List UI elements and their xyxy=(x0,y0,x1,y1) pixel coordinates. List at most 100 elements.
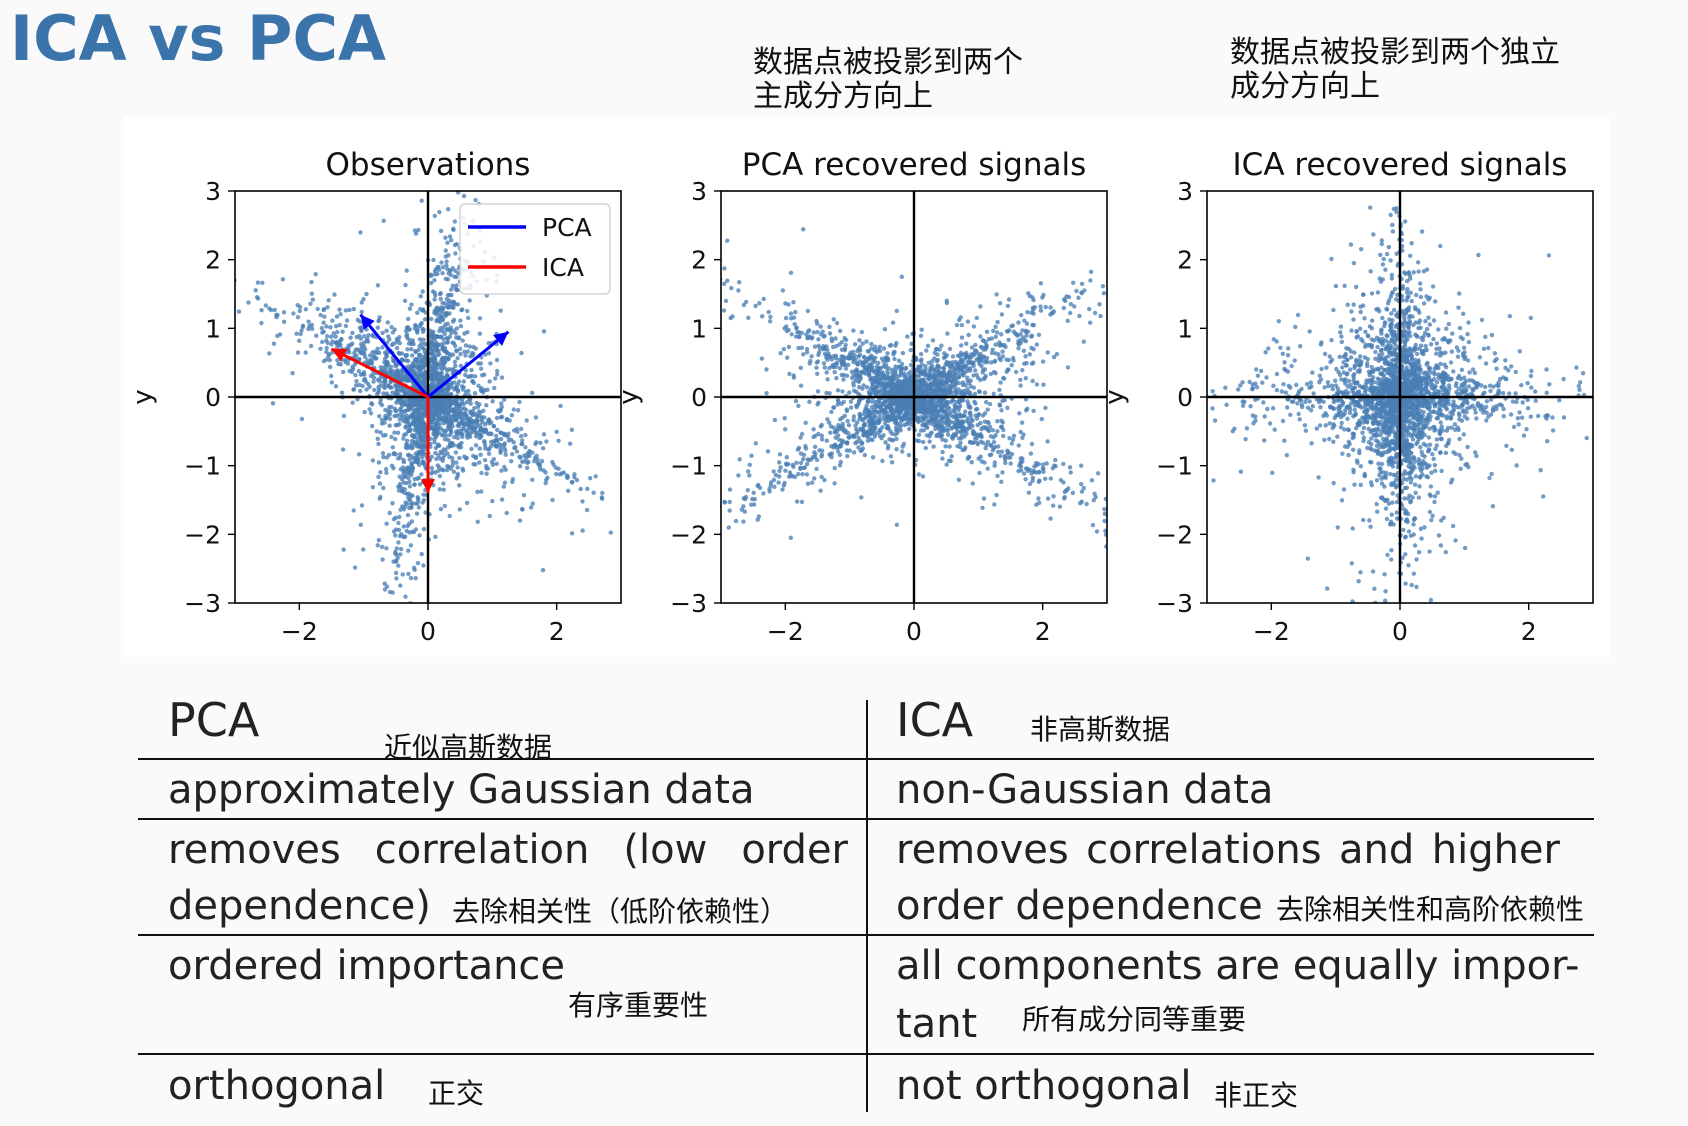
scatter-point xyxy=(843,342,848,348)
scatter-point xyxy=(418,294,423,299)
scatter-point xyxy=(1029,345,1034,351)
scatter-point xyxy=(818,424,823,429)
scatter-point xyxy=(439,260,444,265)
scatter-point xyxy=(541,468,546,473)
scatter-point xyxy=(215,377,219,381)
scatter-point xyxy=(423,510,428,515)
scatter-point xyxy=(715,357,719,361)
scatter-point xyxy=(802,465,808,470)
scatter-point xyxy=(450,463,455,468)
scatter-point xyxy=(886,375,892,380)
scatter-point xyxy=(554,429,559,434)
scatter-point xyxy=(446,385,451,391)
scatter-point xyxy=(919,327,924,332)
scatter-point xyxy=(428,273,434,279)
scatter-point xyxy=(799,499,805,505)
scatter-point xyxy=(835,449,841,454)
scatter-point xyxy=(819,448,825,453)
scatter-point xyxy=(310,297,315,302)
scatter-point xyxy=(368,411,374,416)
scatter-point xyxy=(333,334,338,339)
scatter-point xyxy=(1232,598,1236,602)
scatter-point xyxy=(472,405,477,411)
scatter-point xyxy=(966,455,971,460)
scatter-point xyxy=(878,428,883,434)
scatter-point xyxy=(966,391,971,396)
scatter-point xyxy=(788,270,794,275)
scatter-point xyxy=(805,308,811,314)
scatter-point xyxy=(459,406,464,412)
scatter-point xyxy=(878,404,883,409)
scatter-point xyxy=(1079,489,1085,494)
scatter-point xyxy=(791,373,796,378)
scatter-point xyxy=(402,467,408,473)
scatter-point xyxy=(291,311,296,316)
scatter-point xyxy=(421,450,427,455)
scatter-point xyxy=(390,445,395,450)
scatter-point xyxy=(415,560,421,566)
scatter-point xyxy=(649,550,653,554)
scatter-point xyxy=(395,423,400,428)
scatter-point xyxy=(1018,468,1024,473)
scatter-point xyxy=(559,471,564,476)
scatter-point xyxy=(360,350,365,356)
scatter-point xyxy=(795,329,800,335)
scatter-point xyxy=(890,320,896,325)
scatter-point xyxy=(1214,234,1218,238)
scatter-point xyxy=(475,419,480,424)
scatter-point xyxy=(396,540,401,545)
scatter-point xyxy=(494,444,499,449)
scatter-point xyxy=(401,459,407,465)
scatter-point xyxy=(391,559,396,564)
scatter-point xyxy=(473,443,479,448)
scatter-point xyxy=(471,421,476,426)
scatter-point xyxy=(743,299,749,305)
scatter-point xyxy=(839,358,844,364)
scatter-point xyxy=(804,461,810,467)
scatter-point xyxy=(965,399,970,404)
scatter-point xyxy=(1074,288,1079,294)
scatter-point xyxy=(814,466,819,472)
scatter-point xyxy=(817,350,822,355)
scatter-point xyxy=(364,291,369,297)
scatter-point xyxy=(946,458,952,463)
scatter-point xyxy=(1034,463,1039,468)
scatter-point xyxy=(585,486,590,491)
scatter-point xyxy=(469,373,474,379)
scatter-point xyxy=(477,423,483,428)
scatter-point xyxy=(880,458,885,464)
scatter-point xyxy=(341,413,347,419)
scatter-point xyxy=(308,343,314,349)
scatter-point xyxy=(447,234,453,239)
scatter-point xyxy=(1098,313,1103,319)
scatter-point xyxy=(437,465,442,470)
scatter-point xyxy=(478,366,484,371)
scatter-point xyxy=(393,533,398,538)
scatter-point xyxy=(176,249,180,253)
scatter-point xyxy=(416,368,421,373)
scatter-point xyxy=(1034,502,1039,507)
scatter-point xyxy=(955,444,960,449)
scatter-point xyxy=(352,565,358,570)
scatter-point xyxy=(831,344,836,350)
scatter-point xyxy=(481,408,486,413)
scatter-point xyxy=(314,333,319,338)
scatter-point xyxy=(839,372,844,378)
scatter-point xyxy=(967,411,972,416)
scatter-point xyxy=(400,368,405,374)
scatter-point xyxy=(980,370,985,375)
scatter-point xyxy=(400,388,405,393)
scatter-point xyxy=(921,428,927,433)
scatter-point xyxy=(956,477,962,482)
scatter-point xyxy=(390,501,395,506)
scatter-point xyxy=(859,495,864,500)
scatter-point xyxy=(502,431,507,436)
scatter-point xyxy=(1160,483,1164,487)
scatter-point xyxy=(919,357,924,362)
ica-arrowhead xyxy=(421,479,435,494)
scatter-point xyxy=(413,231,419,236)
scatter-point xyxy=(1014,369,1019,375)
scatter-point xyxy=(418,374,423,380)
scatter-point xyxy=(393,436,398,442)
scatter-point xyxy=(379,402,385,408)
